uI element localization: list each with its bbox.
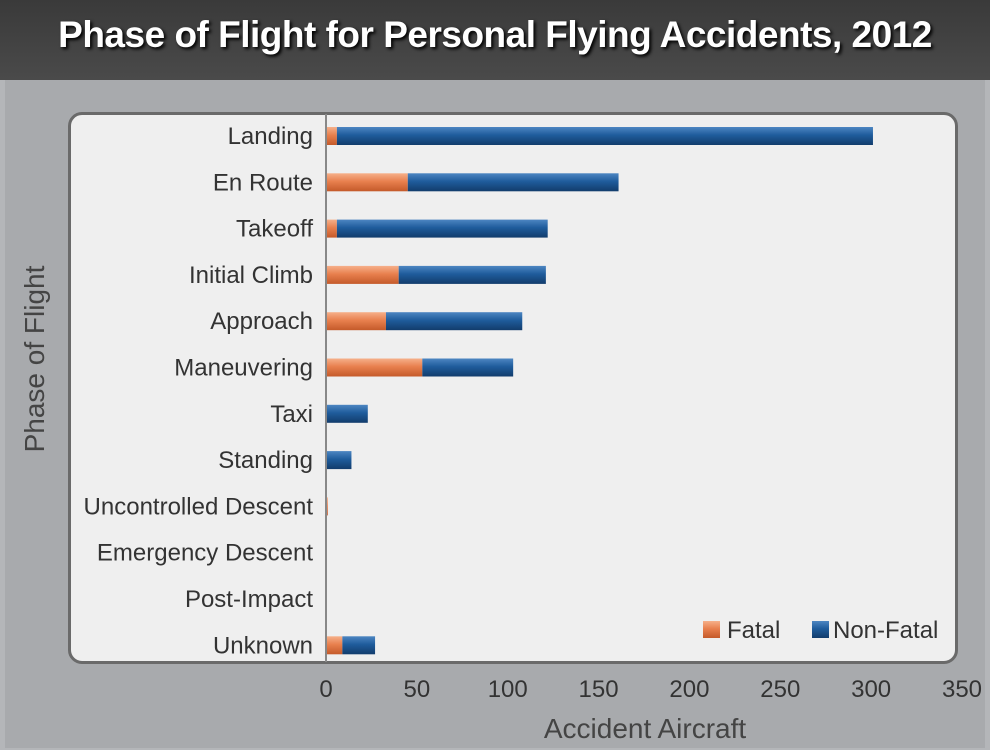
x-tick-labels: 0 50 100 150 200 250 300 350: [319, 676, 982, 703]
legend-swatch-non-fatal: [812, 621, 829, 638]
bar-fatal-en-route: [326, 173, 408, 192]
x-tick-label-100: 100: [488, 676, 528, 703]
legend-swatch-fatal: [703, 621, 720, 638]
legend-label-fatal: Fatal: [727, 617, 780, 644]
bar-fatal-landing: [326, 127, 337, 145]
category-label-initial-climb: Initial Climb: [189, 262, 313, 289]
category-label-unknown: Unknown: [213, 632, 313, 659]
category-label-standing: Standing: [218, 447, 313, 474]
bar-non-fatal-standing: [326, 451, 352, 470]
bar-non-fatal-en-route: [407, 173, 619, 192]
bar-non-fatal-landing: [336, 127, 873, 145]
bar-non-fatal-taxi: [326, 404, 368, 423]
legend-label-non-fatal: Non-Fatal: [833, 617, 938, 644]
category-label-landing: Landing: [228, 123, 313, 150]
x-tick-label-200: 200: [669, 676, 709, 703]
title-bar: [0, 0, 990, 80]
x-axis-title: Accident Aircraft: [544, 713, 747, 744]
chart-title: Phase of Flight for Personal Flying Acci…: [58, 14, 932, 55]
x-tick-label-250: 250: [760, 676, 800, 703]
bar-non-fatal-unknown: [342, 636, 376, 655]
plot-panel: [68, 112, 958, 664]
category-label-uncontrolled-descent: Uncontrolled Descent: [84, 493, 314, 520]
y-axis-title: Phase of Flight: [19, 265, 50, 452]
bar-fatal-unknown: [326, 636, 343, 655]
bar-fatal-maneuvering: [326, 358, 423, 377]
category-label-maneuvering: Maneuvering: [174, 355, 313, 382]
category-labels: Landing En Route Takeoff Initial Climb Appro…: [84, 123, 314, 659]
x-tick-label-150: 150: [579, 676, 619, 703]
bar-fatal-takeoff: [326, 219, 337, 238]
category-label-takeoff: Takeoff: [236, 216, 313, 243]
legend: Fatal Non-Fatal: [703, 617, 938, 644]
bar-fatal-initial-climb: [326, 265, 399, 284]
bar-non-fatal-maneuvering: [422, 358, 514, 377]
bar-non-fatal-initial-climb: [398, 265, 546, 284]
category-label-emergency-descent: Emergency Descent: [97, 540, 313, 567]
category-label-post-impact: Post-Impact: [185, 586, 313, 613]
category-label-en-route: En Route: [213, 169, 313, 196]
x-tick-label-0: 0: [319, 676, 332, 703]
category-label-approach: Approach: [210, 308, 313, 335]
bar-non-fatal-takeoff: [336, 219, 548, 238]
bar-fatal-approach: [326, 312, 386, 331]
category-label-taxi: Taxi: [270, 401, 313, 428]
bar-non-fatal-approach: [385, 312, 523, 331]
x-tick-label-50: 50: [404, 676, 431, 703]
x-tick-label-350: 350: [942, 676, 982, 703]
bars-group: [326, 127, 873, 655]
x-tick-label-300: 300: [851, 676, 891, 703]
